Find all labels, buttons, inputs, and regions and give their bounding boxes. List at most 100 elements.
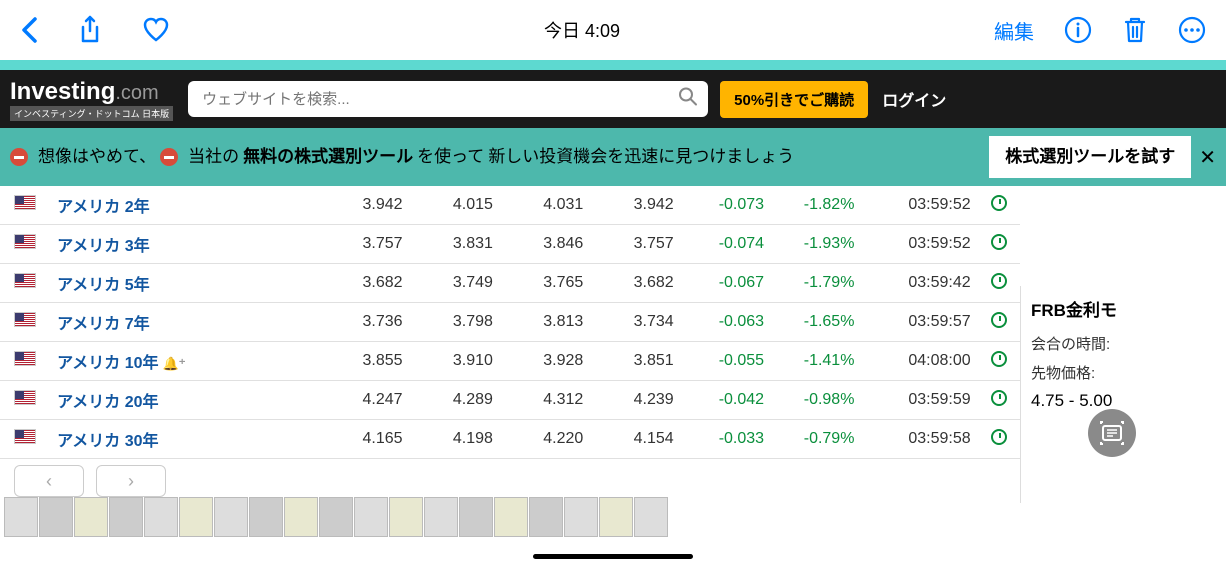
value-low: 3.757	[591, 225, 681, 264]
thumbnail[interactable]	[494, 497, 528, 537]
clock-icon	[991, 234, 1007, 250]
clock-icon	[991, 273, 1007, 289]
banner-text-3: 無料の株式選別ツール	[243, 144, 413, 170]
bond-name[interactable]: アメリカ 7年	[49, 303, 320, 342]
bond-name[interactable]: アメリカ 10年🔔⁺	[49, 342, 320, 381]
thumbnail[interactable]	[634, 497, 668, 537]
value-low: 3.851	[591, 342, 681, 381]
table-row[interactable]: アメリカ 2年 3.942 4.015 4.031 3.942 -0.073 -…	[0, 186, 1020, 225]
thumbnail[interactable]	[599, 497, 633, 537]
value-high: 4.031	[501, 186, 591, 225]
thumbnail[interactable]	[144, 497, 178, 537]
thumbnail[interactable]	[319, 497, 353, 537]
promo-button[interactable]: 50%引きでご購読	[720, 81, 868, 118]
us-flag-icon	[14, 195, 36, 210]
stop-icon	[10, 148, 28, 166]
value-time: 03:59:52	[862, 186, 978, 225]
bond-name[interactable]: アメリカ 30年	[49, 420, 320, 459]
value-time: 03:59:59	[862, 381, 978, 420]
thumbnail[interactable]	[354, 497, 388, 537]
value-high: 3.928	[501, 342, 591, 381]
trash-icon[interactable]	[1122, 15, 1148, 45]
us-flag-icon	[14, 234, 36, 249]
thumbnail[interactable]	[39, 497, 73, 537]
bond-name[interactable]: アメリカ 20年	[49, 381, 320, 420]
value-high: 3.813	[501, 303, 591, 342]
value-last: 3.855	[320, 342, 410, 381]
value-last: 4.165	[320, 420, 410, 459]
value-last: 3.736	[320, 303, 410, 342]
table-row[interactable]: アメリカ 20年 4.247 4.289 4.312 4.239 -0.042 …	[0, 381, 1020, 420]
value-pct: -1.93%	[772, 225, 862, 264]
banner-text-1: 想像はやめて、	[38, 144, 156, 170]
table-row[interactable]: アメリカ 7年 3.736 3.798 3.813 3.734 -0.063 -…	[0, 303, 1020, 342]
value-pct: -1.65%	[772, 303, 862, 342]
banner-close-icon[interactable]: ✕	[1199, 145, 1216, 170]
bell-icon[interactable]: 🔔⁺	[163, 356, 186, 371]
next-button[interactable]: ›	[96, 465, 166, 497]
clock-icon	[991, 390, 1007, 406]
teal-separator	[0, 60, 1226, 70]
sidebar-row-2: 先物価格:	[1031, 362, 1180, 383]
thumbnail[interactable]	[459, 497, 493, 537]
thumbnail[interactable]	[249, 497, 283, 537]
value-high: 4.312	[501, 381, 591, 420]
value-high: 4.220	[501, 420, 591, 459]
sidebar-row-1: 会合の時間:	[1031, 333, 1180, 354]
value-open: 3.831	[411, 225, 501, 264]
thumbnail[interactable]	[179, 497, 213, 537]
value-change: -0.074	[682, 225, 772, 264]
value-change: -0.067	[682, 264, 772, 303]
thumbnail[interactable]	[74, 497, 108, 537]
info-icon[interactable]	[1064, 16, 1092, 44]
prev-button[interactable]: ‹	[14, 465, 84, 497]
edit-button[interactable]: 編集	[994, 16, 1034, 45]
promo-banner: 想像はやめて、 当社の 無料の株式選別ツール を使って 新しい投資機会を迅速に見…	[0, 128, 1226, 186]
logo-text: Investing	[10, 78, 115, 105]
bond-table-area: アメリカ 2年 3.942 4.015 4.031 3.942 -0.073 -…	[0, 186, 1020, 503]
thumbnail[interactable]	[424, 497, 458, 537]
table-row[interactable]: アメリカ 10年🔔⁺ 3.855 3.910 3.928 3.851 -0.05…	[0, 342, 1020, 381]
bond-name[interactable]: アメリカ 3年	[49, 225, 320, 264]
back-icon[interactable]	[20, 16, 38, 44]
value-open: 3.749	[411, 264, 501, 303]
site-logo[interactable]: Investing.com インベスティング・ドットコム 日本版	[10, 78, 173, 121]
value-pct: -0.79%	[772, 420, 862, 459]
thumbnail[interactable]	[4, 497, 38, 537]
value-high: 3.846	[501, 225, 591, 264]
table-row[interactable]: アメリカ 5年 3.682 3.749 3.765 3.682 -0.067 -…	[0, 264, 1020, 303]
value-change: -0.063	[682, 303, 772, 342]
thumbnail[interactable]	[284, 497, 318, 537]
value-low: 4.154	[591, 420, 681, 459]
value-low: 4.239	[591, 381, 681, 420]
login-button[interactable]: ログイン	[882, 87, 946, 111]
more-icon[interactable]	[1178, 16, 1206, 44]
value-pct: -1.79%	[772, 264, 862, 303]
value-pct: -0.98%	[772, 381, 862, 420]
heart-icon[interactable]	[142, 17, 170, 43]
thumbnail[interactable]	[564, 497, 598, 537]
search-icon[interactable]	[678, 87, 698, 112]
search-input[interactable]	[188, 81, 708, 117]
ios-title: 今日 4:09	[170, 17, 994, 43]
thumbnail[interactable]	[109, 497, 143, 537]
table-row[interactable]: アメリカ 30年 4.165 4.198 4.220 4.154 -0.033 …	[0, 420, 1020, 459]
thumbnail[interactable]	[214, 497, 248, 537]
bond-name[interactable]: アメリカ 5年	[49, 264, 320, 303]
stop-icon	[160, 148, 178, 166]
thumbnail[interactable]	[389, 497, 423, 537]
banner-cta-button[interactable]: 株式選別ツールを試す	[989, 136, 1191, 178]
value-last: 3.942	[320, 186, 410, 225]
logo-suffix: .com	[115, 82, 158, 104]
screenshot-button[interactable]	[1088, 409, 1136, 457]
value-change: -0.033	[682, 420, 772, 459]
thumbnail-strip[interactable]	[0, 497, 1226, 537]
thumbnail[interactable]	[529, 497, 563, 537]
us-flag-icon	[14, 390, 36, 405]
table-row[interactable]: アメリカ 3年 3.757 3.831 3.846 3.757 -0.074 -…	[0, 225, 1020, 264]
bond-name[interactable]: アメリカ 2年	[49, 186, 320, 225]
share-icon[interactable]	[78, 15, 102, 45]
home-indicator[interactable]	[533, 554, 693, 559]
clock-icon	[991, 351, 1007, 367]
ios-toolbar: 今日 4:09 編集	[0, 0, 1226, 60]
